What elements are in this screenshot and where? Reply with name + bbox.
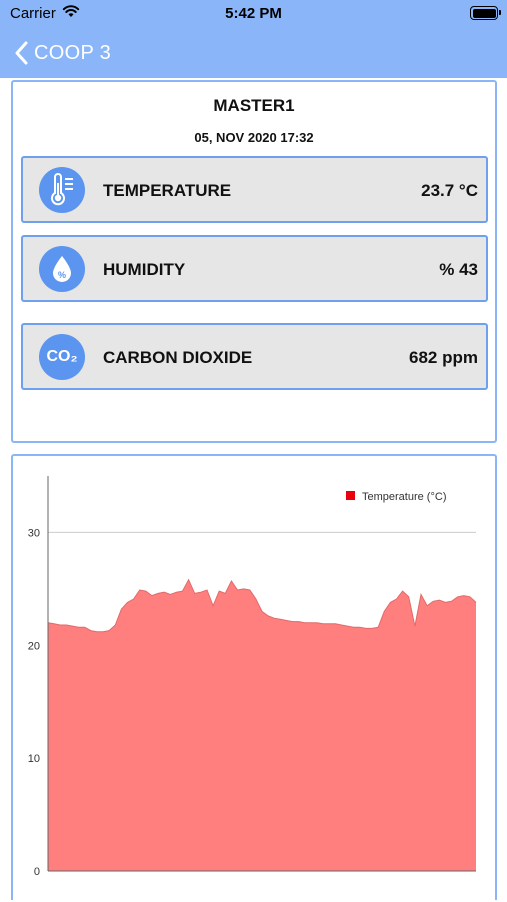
thermometer-icon: [39, 167, 85, 213]
legend-swatch: [346, 491, 355, 500]
y-tick-label: 10: [28, 753, 40, 765]
co2-icon: CO₂: [39, 334, 85, 380]
clock: 5:42 PM: [225, 5, 282, 22]
droplet-icon: %: [39, 246, 85, 292]
temperature-card[interactable]: TEMPERATURE 23.7 °C: [21, 156, 488, 223]
chevron-left-icon: [15, 41, 28, 65]
co2-value: 682 ppm: [409, 348, 478, 367]
y-tick-label: 0: [34, 866, 40, 878]
device-name: MASTER1: [213, 96, 295, 115]
back-label: COOP 3: [34, 41, 112, 64]
temperature-line: [47, 578, 477, 633]
navigation-bar: COOP 3: [0, 28, 507, 78]
temperature-chart[interactable]: 0 10 20 30 Temperature (°C): [13, 456, 495, 902]
svg-text:%: %: [58, 270, 66, 280]
wifi-icon: [62, 4, 80, 22]
humidity-value: % 43: [439, 260, 478, 279]
device-timestamp: 05, NOV 2020 17:32: [194, 130, 314, 145]
co2-label: CARBON DIOXIDE: [103, 348, 253, 367]
y-tick-label: 20: [28, 640, 40, 652]
humidity-card[interactable]: % HUMIDITY % 43: [21, 235, 488, 302]
y-tick-label: 30: [28, 527, 40, 539]
legend-label: Temperature (°C): [362, 491, 446, 503]
temperature-label: TEMPERATURE: [103, 181, 232, 200]
carrier-label: Carrier: [10, 5, 56, 22]
temperature-value: 23.7 °C: [421, 181, 478, 200]
humidity-label: HUMIDITY: [103, 260, 186, 279]
chart-panel: 0 10 20 30 Temperature (°C): [11, 454, 497, 900]
co2-card[interactable]: CO₂ CARBON DIOXIDE 682 ppm: [21, 323, 488, 390]
battery-icon: [470, 6, 501, 20]
status-bar: Carrier 5:42 PM: [0, 0, 507, 28]
temperature-area: [48, 579, 476, 871]
device-panel: MASTER1 05, NOV 2020 17:32 TEMPERATURE 2…: [11, 80, 497, 443]
co2-icon-text: CO₂: [46, 348, 78, 365]
back-button[interactable]: COOP 3: [14, 40, 111, 66]
